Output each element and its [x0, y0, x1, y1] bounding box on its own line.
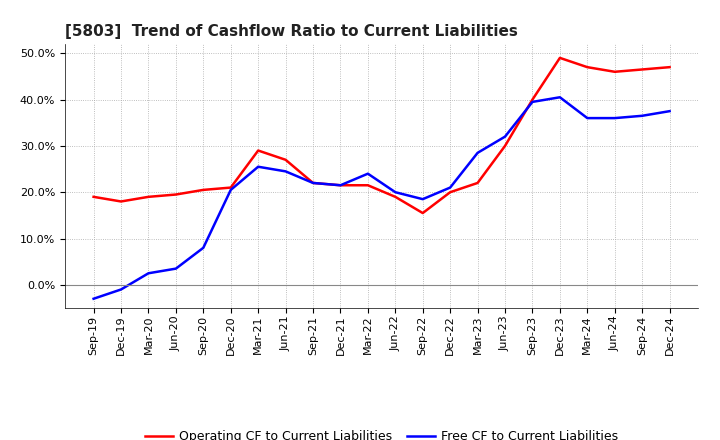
Free CF to Current Liabilities	[199, 245, 207, 250]
Operating CF to Current Liabilities	[144, 194, 153, 199]
Free CF to Current Liabilities	[226, 187, 235, 193]
Operating CF to Current Liabilities	[254, 148, 263, 153]
Operating CF to Current Liabilities	[364, 183, 372, 188]
Operating CF to Current Liabilities	[336, 183, 345, 188]
Free CF to Current Liabilities	[418, 197, 427, 202]
Operating CF to Current Liabilities	[528, 97, 537, 102]
Operating CF to Current Liabilities	[638, 67, 647, 72]
Free CF to Current Liabilities	[89, 296, 98, 301]
Line: Free CF to Current Liabilities: Free CF to Current Liabilities	[94, 97, 670, 299]
Free CF to Current Liabilities	[391, 190, 400, 195]
Free CF to Current Liabilities	[336, 183, 345, 188]
Operating CF to Current Liabilities	[282, 157, 290, 162]
Line: Operating CF to Current Liabilities: Operating CF to Current Liabilities	[94, 58, 670, 213]
Operating CF to Current Liabilities	[556, 55, 564, 61]
Operating CF to Current Liabilities	[117, 199, 125, 204]
Free CF to Current Liabilities	[282, 169, 290, 174]
Free CF to Current Liabilities	[528, 99, 537, 105]
Operating CF to Current Liabilities	[418, 210, 427, 216]
Free CF to Current Liabilities	[556, 95, 564, 100]
Free CF to Current Liabilities	[254, 164, 263, 169]
Free CF to Current Liabilities	[583, 115, 592, 121]
Free CF to Current Liabilities	[171, 266, 180, 271]
Operating CF to Current Liabilities	[89, 194, 98, 199]
Operating CF to Current Liabilities	[473, 180, 482, 186]
Operating CF to Current Liabilities	[199, 187, 207, 193]
Free CF to Current Liabilities	[500, 134, 509, 139]
Free CF to Current Liabilities	[309, 180, 318, 186]
Free CF to Current Liabilities	[611, 115, 619, 121]
Free CF to Current Liabilities	[665, 109, 674, 114]
Free CF to Current Liabilities	[117, 287, 125, 292]
Operating CF to Current Liabilities	[391, 194, 400, 199]
Operating CF to Current Liabilities	[665, 65, 674, 70]
Free CF to Current Liabilities	[446, 185, 454, 190]
Operating CF to Current Liabilities	[446, 190, 454, 195]
Operating CF to Current Liabilities	[611, 69, 619, 74]
Legend: Operating CF to Current Liabilities, Free CF to Current Liabilities: Operating CF to Current Liabilities, Fre…	[140, 425, 623, 440]
Free CF to Current Liabilities	[144, 271, 153, 276]
Free CF to Current Liabilities	[473, 150, 482, 155]
Operating CF to Current Liabilities	[309, 180, 318, 186]
Operating CF to Current Liabilities	[171, 192, 180, 197]
Free CF to Current Liabilities	[364, 171, 372, 176]
Operating CF to Current Liabilities	[226, 185, 235, 190]
Text: [5803]  Trend of Cashflow Ratio to Current Liabilities: [5803] Trend of Cashflow Ratio to Curren…	[65, 24, 518, 39]
Free CF to Current Liabilities	[638, 113, 647, 118]
Operating CF to Current Liabilities	[500, 143, 509, 149]
Operating CF to Current Liabilities	[583, 65, 592, 70]
